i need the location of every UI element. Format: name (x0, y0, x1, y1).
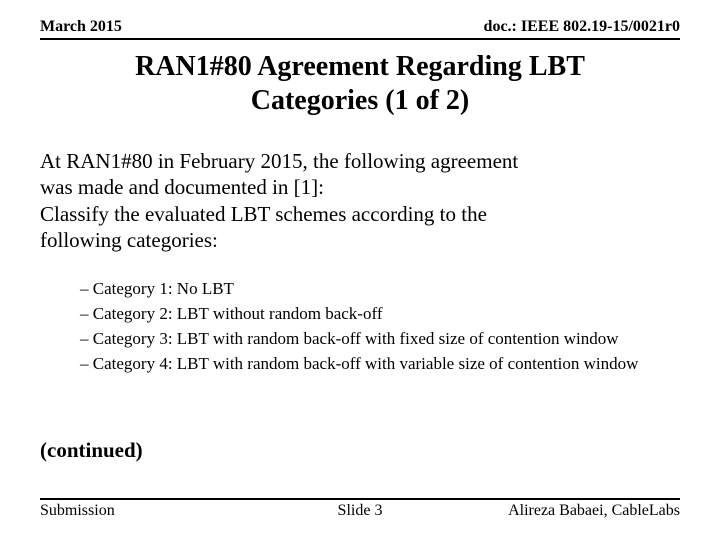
footer-left: Submission (40, 502, 115, 520)
slide-header: March 2015 doc.: IEEE 802.19-15/0021r0 (40, 18, 680, 40)
intro-line: was made and documented in [1]: (40, 174, 680, 200)
intro-line: following categories: (40, 227, 680, 253)
header-date: March 2015 (40, 18, 122, 36)
footer-author: Alireza Babaei, CableLabs (508, 502, 680, 520)
footer-slide-number: Slide 3 (338, 502, 383, 520)
category-item: – Category 2: LBT without random back-of… (80, 303, 660, 326)
intro-line: At RAN1#80 in February 2015, the followi… (40, 148, 680, 174)
slide-footer: Submission Slide 3 Alireza Babaei, Cable… (40, 498, 680, 520)
slide-title: RAN1#80 Agreement Regarding LBT Categori… (40, 50, 680, 117)
title-line-2: Categories (1 of 2) (40, 84, 680, 118)
intro-line: Classify the evaluated LBT schemes accor… (40, 201, 680, 227)
header-doc-id: doc.: IEEE 802.19-15/0021r0 (484, 18, 680, 36)
category-list: – Category 1: No LBT – Category 2: LBT w… (80, 278, 660, 378)
title-line-1: RAN1#80 Agreement Regarding LBT (40, 50, 680, 84)
category-item: – Category 1: No LBT (80, 278, 660, 301)
continued-label: (continued) (40, 438, 143, 463)
category-item: – Category 4: LBT with random back-off w… (80, 353, 660, 376)
intro-paragraph: At RAN1#80 in February 2015, the followi… (40, 148, 680, 253)
category-item: – Category 3: LBT with random back-off w… (80, 328, 660, 351)
